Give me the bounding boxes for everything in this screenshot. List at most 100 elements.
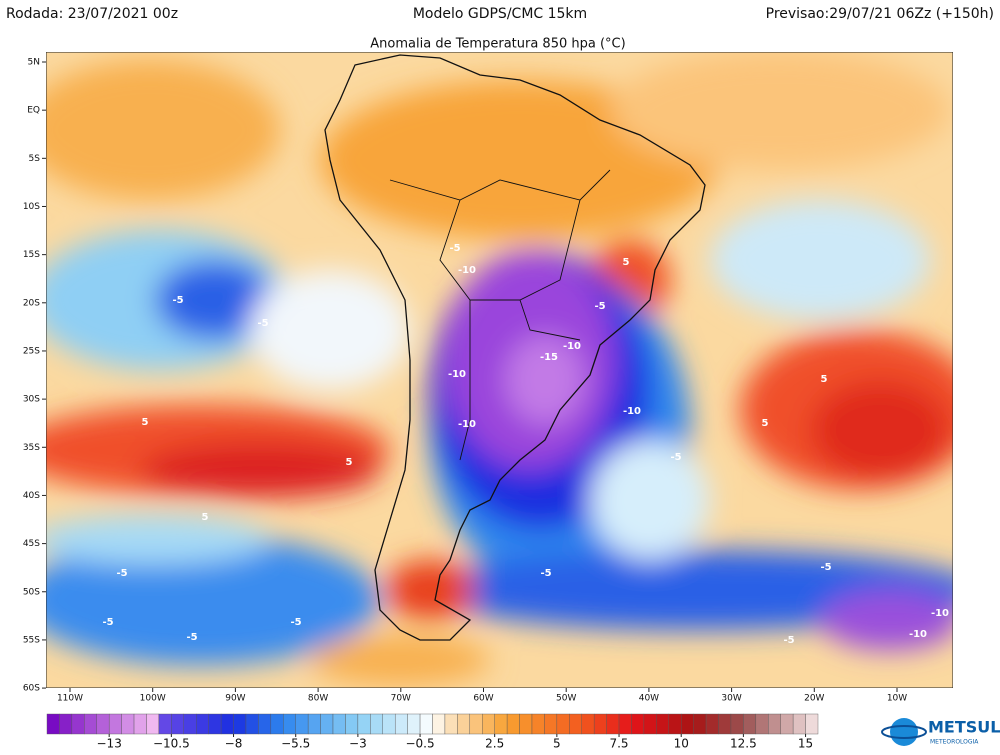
colorbar-tick-label: −5.5 [281, 737, 310, 751]
color-box [307, 713, 321, 735]
colorbar-tick-label: 12.5 [730, 737, 757, 751]
map-title: Anomalia de Temperatura 850 hpa (°C) [370, 37, 625, 52]
contour-label: -5 [186, 632, 197, 643]
model-label: Modelo GDPS/CMC 15km [413, 6, 587, 22]
color-box [71, 713, 85, 735]
colorbar-tick-label: 15 [798, 737, 813, 751]
color-box [506, 713, 520, 735]
color-box [208, 713, 222, 735]
color-box [705, 713, 719, 735]
contour-label: -10 [448, 369, 466, 380]
lat-label: 40S [23, 491, 40, 501]
color-box [718, 713, 732, 735]
lat-label: 15S [23, 250, 40, 260]
color-box [743, 713, 757, 735]
color-box [158, 713, 172, 735]
contour-label: 5 [623, 257, 630, 268]
color-box [444, 713, 458, 735]
lon-label: 110W [57, 694, 83, 704]
colorbar-tick-label: 2.5 [485, 737, 504, 751]
colorbar-tick-label: −13 [97, 737, 122, 751]
color-box [295, 713, 309, 735]
forecast-label: Previsao:29/07/21 06Zz (+150h) [766, 6, 994, 22]
contour-label: -5 [102, 617, 113, 628]
color-box [345, 713, 359, 735]
color-box [270, 713, 284, 735]
color-box [593, 713, 607, 735]
color-box [46, 713, 60, 735]
color-box [196, 713, 209, 735]
color-box [283, 713, 296, 735]
colorbar: −13 −10.5 −8 −5.5 −3 −0.5 2.5 5 7.5 10 12.5 15 [46, 713, 819, 751]
colorbar-tick-label: −0.5 [405, 737, 434, 751]
color-box [805, 713, 819, 735]
logo: METSUL METEOROLOGIA [881, 718, 1000, 746]
colorbar-tick-label: −3 [349, 737, 367, 751]
lat-label: 5N [28, 58, 40, 68]
color-box [382, 713, 396, 735]
contour-label: 5 [346, 457, 353, 468]
contour-label: -10 [458, 419, 476, 430]
color-box [755, 713, 769, 735]
color-box [656, 713, 669, 735]
color-box [220, 713, 234, 735]
lon-label: 20W [804, 694, 824, 704]
color-box [370, 713, 383, 735]
lat-label: 5S [29, 154, 41, 164]
color-box [668, 713, 682, 735]
contour-label: 5 [142, 417, 149, 428]
lon-label: 30W [721, 694, 741, 704]
color-box [171, 713, 184, 735]
contour-label: -5 [540, 568, 551, 579]
contour-label: -5 [594, 301, 605, 312]
contour-label: -5 [172, 295, 183, 306]
contour-label: -5 [257, 318, 268, 329]
color-box [457, 713, 471, 735]
color-box [432, 713, 446, 735]
logo-name: METSUL [928, 718, 1000, 737]
lon-label: 100W [140, 694, 166, 704]
lat-label: 20S [23, 298, 40, 308]
color-box [183, 713, 197, 735]
color-box [121, 713, 135, 735]
contour-label: -5 [290, 617, 301, 628]
lat-label: 25S [23, 346, 40, 356]
color-box [357, 713, 371, 735]
color-box [108, 713, 122, 735]
color-box [494, 713, 508, 735]
color-box [146, 713, 160, 735]
color-box [730, 713, 744, 735]
contour-label: -10 [623, 406, 641, 417]
color-box [320, 713, 334, 735]
contour-label: 5 [762, 418, 769, 429]
color-box [245, 713, 259, 735]
lat-label: 45S [23, 539, 40, 549]
color-box [531, 713, 545, 735]
contour-label: -10 [458, 265, 476, 276]
lat-label: EQ [27, 106, 40, 116]
map-field [46, 52, 953, 688]
color-box [519, 713, 533, 735]
lon-label: 80W [308, 694, 328, 704]
contour-labels: -5 -10 -5 -5 -10 -15 -10 -10 -10 5 -5 5 5 5 5 5 -5 -5 -5 -5… [102, 243, 949, 646]
color-box [482, 713, 495, 735]
color-box [768, 713, 781, 735]
run-label: Rodada: 23/07/2021 00z [6, 6, 178, 22]
color-box [407, 713, 421, 735]
lon-label: 70W [391, 694, 411, 704]
lon-label: 10W [887, 694, 907, 704]
map-axes: 5N EQ 5S 10S 15S 20S 25S 30S 35S 40S 45S 50S 55S 60S 1… [23, 58, 907, 704]
contour-label: -5 [670, 452, 681, 463]
color-box [643, 713, 657, 735]
color-box [84, 713, 97, 735]
color-box [544, 713, 558, 735]
lon-label: 90W [225, 694, 245, 704]
color-box [419, 713, 433, 735]
lon-label: 50W [556, 694, 576, 704]
color-box [581, 713, 595, 735]
color-box [556, 713, 570, 735]
colorbar-tick-label: 7.5 [609, 737, 628, 751]
lat-label: 60S [23, 684, 40, 694]
color-box [469, 713, 483, 735]
